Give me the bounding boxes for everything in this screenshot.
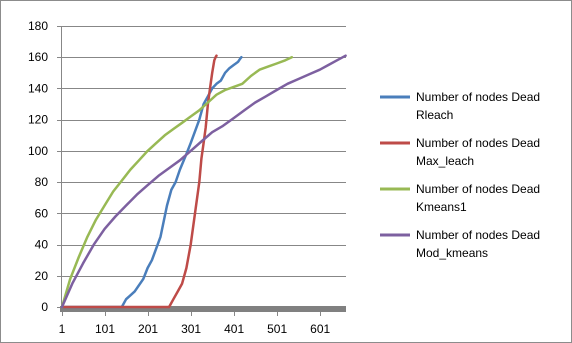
x-axis-bar	[60, 306, 346, 312]
legend: Number of nodes Dead Rleach Number of node…	[380, 90, 540, 260]
x-tick-label: 501	[267, 322, 287, 336]
x-tick-label: 301	[181, 322, 201, 336]
y-tick-label: 20	[35, 269, 49, 283]
x-tick-label: 201	[138, 322, 158, 336]
legend-label-1: Number of nodes Dead Rleach	[416, 90, 540, 122]
legend-label-2: Number of nodes Dead Max_leach	[416, 136, 540, 168]
legend-label-4: Number of nodes Dead Mod_kmeans	[416, 228, 540, 260]
x-tick-label: 601	[310, 322, 330, 336]
y-tick-label: 140	[28, 81, 48, 95]
y-tick-label: 0	[41, 300, 48, 314]
y-tick-label: 160	[28, 50, 48, 64]
y-tick-label: 120	[28, 113, 48, 127]
x-tick-label: 401	[224, 322, 244, 336]
y-tick-label: 180	[28, 19, 48, 33]
plot-background	[62, 26, 346, 307]
series-line-4	[60, 54, 347, 309]
x-tick-label: 1	[59, 322, 66, 336]
y-tick-label: 80	[35, 175, 49, 189]
y-tick-label: 60	[35, 206, 49, 220]
series-line-1	[60, 55, 243, 309]
x-tick-labels: 1 101 201 301 401 501 601	[59, 322, 331, 336]
x-tick-label: 101	[95, 322, 115, 336]
series-line-2	[60, 54, 218, 309]
y-tick-labels: 0 20 40 60 80 100 120 140 160 180	[28, 19, 48, 314]
axes	[57, 26, 346, 316]
y-tick-label: 40	[35, 238, 49, 252]
y-tick-label: 100	[28, 144, 48, 158]
series-line-3	[60, 55, 294, 309]
series-lines	[60, 54, 347, 309]
legend-label-3: Number of nodes Dead Kmeans1	[416, 182, 540, 214]
grid-lines	[62, 26, 346, 277]
plot-area	[62, 26, 346, 307]
